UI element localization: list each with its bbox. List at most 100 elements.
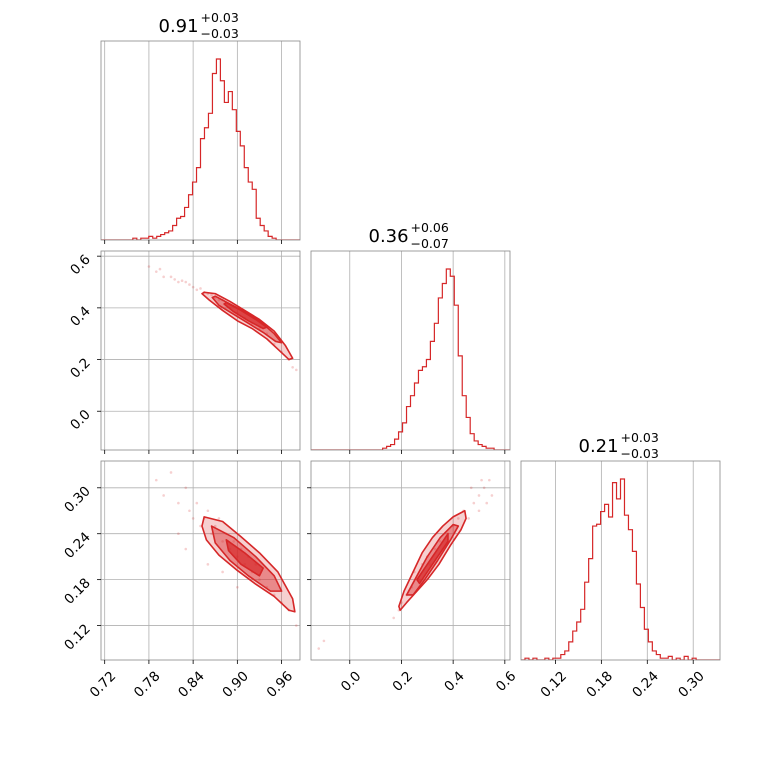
scatter-panel-0-1: 0.0 0.2 0.4 0.6 xyxy=(67,250,301,454)
panel-content xyxy=(311,461,510,660)
axes-frame xyxy=(100,250,301,451)
y-tick-label: 0.0 xyxy=(67,407,94,434)
sample-point xyxy=(191,517,195,520)
panel-content xyxy=(521,461,720,660)
y-tick-label: 0.24 xyxy=(61,529,94,562)
sample-point xyxy=(291,365,294,369)
sample-point xyxy=(188,283,191,286)
axes-frame xyxy=(310,250,511,451)
y-tick-label: 0.12 xyxy=(61,621,94,654)
sample-point xyxy=(258,578,261,581)
sample-point xyxy=(317,647,321,650)
axes-frame xyxy=(100,40,301,241)
sample-point xyxy=(206,509,210,513)
sample-point xyxy=(177,532,180,536)
sample-point xyxy=(457,517,460,520)
sample-point xyxy=(232,540,235,543)
title-err-minus: −0.07 xyxy=(411,236,449,251)
histogram-panel-0 xyxy=(100,40,301,244)
sample-point xyxy=(438,540,442,543)
y-tick-label: 0.2 xyxy=(67,355,94,382)
sample-point xyxy=(485,501,489,505)
histogram-line xyxy=(521,478,720,660)
sample-point xyxy=(472,501,476,505)
x-tick-label: 0.90 xyxy=(219,668,252,701)
sample-point xyxy=(433,547,437,551)
sample-point xyxy=(180,279,184,283)
histogram-panel-2: 0.12 0.18 0.24 0.30 xyxy=(520,460,721,701)
x-tick-label: 0.72 xyxy=(87,668,120,701)
sample-point xyxy=(184,486,188,490)
density-contour xyxy=(223,301,268,330)
sample-point xyxy=(213,524,217,528)
sample-point xyxy=(295,368,298,372)
x-tick-label: 0.2 xyxy=(390,668,417,695)
sample-point xyxy=(191,285,195,289)
y-tick-label: 0.4 xyxy=(67,303,94,330)
sample-point xyxy=(482,486,486,490)
sample-point xyxy=(217,517,221,520)
axes-frame xyxy=(520,460,721,661)
sample-point xyxy=(188,509,191,513)
sample-point xyxy=(217,298,221,302)
x-tick-label: 0.24 xyxy=(629,668,662,701)
sample-point xyxy=(162,494,165,497)
sample-point xyxy=(195,501,199,505)
sample-point xyxy=(210,293,213,297)
panel-title: 0.21 xyxy=(579,436,619,457)
x-tick-label: 0.96 xyxy=(264,668,297,701)
x-tick-label: 0.30 xyxy=(675,668,708,701)
sample-point xyxy=(392,616,396,620)
sample-point xyxy=(477,494,481,497)
sample-point xyxy=(184,547,188,551)
sample-point xyxy=(221,540,224,543)
panel-title: 0.36 xyxy=(369,226,409,247)
histogram-line xyxy=(311,268,510,450)
axes-frame xyxy=(100,460,301,661)
sample-point xyxy=(295,624,298,627)
title-err-plus: +0.06 xyxy=(411,220,449,235)
sample-point xyxy=(154,478,158,482)
sample-point xyxy=(477,509,481,513)
x-tick-label: 0.6 xyxy=(493,668,520,695)
sample-point xyxy=(162,275,165,279)
panel-content xyxy=(101,251,300,450)
sample-point xyxy=(467,517,470,520)
panel-content xyxy=(101,41,300,240)
sample-point xyxy=(158,267,162,271)
histogram-panel-1 xyxy=(310,250,511,454)
panel-content xyxy=(311,251,510,450)
title-err-plus: +0.03 xyxy=(201,10,239,25)
sample-point xyxy=(154,270,158,273)
panel-content xyxy=(101,461,300,660)
sample-point xyxy=(184,280,188,284)
sample-point xyxy=(173,278,177,281)
y-tick-label: 0.18 xyxy=(61,575,94,608)
sample-point xyxy=(169,275,173,279)
sample-point xyxy=(169,471,173,474)
sample-point xyxy=(177,280,180,284)
sample-point xyxy=(480,478,483,482)
x-tick-label: 0.0 xyxy=(338,668,365,695)
x-tick-label: 0.18 xyxy=(583,668,616,701)
y-tick-label: 0.30 xyxy=(61,483,94,516)
x-tick-label: 0.84 xyxy=(175,668,208,701)
sample-point xyxy=(488,478,491,482)
panel-title: 0.91 xyxy=(159,16,199,37)
sample-point xyxy=(206,563,210,566)
x-tick-label: 0.78 xyxy=(131,668,164,701)
sample-point xyxy=(236,585,239,589)
sample-point xyxy=(221,570,224,574)
density-contour xyxy=(225,539,264,577)
sample-point xyxy=(147,265,151,268)
sample-point xyxy=(210,532,213,536)
title-err-plus: +0.03 xyxy=(621,430,659,445)
sample-point xyxy=(199,287,202,290)
sample-point xyxy=(195,288,199,292)
y-tick-label: 0.6 xyxy=(67,252,94,279)
scatter-panel-1-2: 0.0 0.2 0.4 0.6 xyxy=(307,460,520,695)
scatter-panel-0-2: 0.72 0.78 0.84 0.90 0.96 0.12 0.18 0.24 0.30 xyxy=(61,460,301,701)
histogram-line xyxy=(101,58,300,240)
x-tick-label: 0.12 xyxy=(537,668,570,701)
